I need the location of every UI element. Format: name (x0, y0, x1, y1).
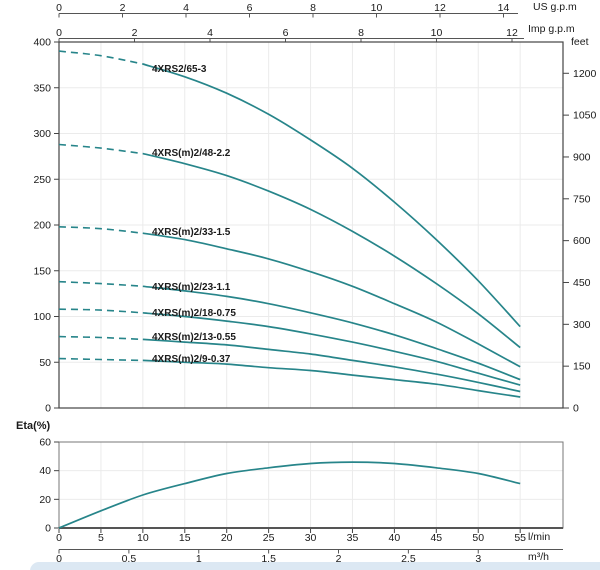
feet-right-tick-label: 300 (573, 319, 591, 331)
imp-gpm-tick-label: 6 (283, 27, 289, 39)
head-curve-label-5: 4XRS(m)2/13-0.55 (152, 332, 236, 343)
imp-gpm-tick-label: 0 (56, 27, 62, 39)
head-left-tick-label: 400 (33, 37, 51, 49)
eta-axis-title: Eta(%) (16, 420, 51, 432)
eta-left-tick-label: 20 (39, 494, 51, 506)
lmin-tick-label: 5 (98, 532, 104, 544)
eta-left-tick-label: 0 (45, 523, 51, 535)
imp-gpm-tick-label: 4 (207, 27, 213, 39)
head-curve-label-1: 4XRS(m)2/48-2.2 (152, 148, 231, 159)
head-curve-label-2: 4XRS(m)2/33-1.5 (152, 227, 231, 238)
head-curve-dashed-6 (58, 357, 143, 362)
head-curve-label-3: 4XRS(m)2/23-1.1 (152, 282, 231, 293)
m3h-axis-label: m³/h (528, 551, 549, 563)
feet-axis-label: feet (571, 36, 589, 48)
head-curve-3 (142, 285, 521, 381)
lmin-tick-label: 40 (389, 532, 401, 544)
us-gpm-tick-label: 14 (498, 2, 510, 14)
feet-right-tick-label: 0 (573, 403, 579, 415)
us-gpm-tick-label: 2 (120, 2, 126, 14)
head-curve-2 (142, 232, 521, 368)
us-gpm-tick-label: 12 (434, 2, 446, 14)
feet-right-tick-label: 450 (573, 277, 591, 289)
lmin-tick-label: 50 (472, 532, 484, 544)
imp-gpm-tick-label: 2 (132, 27, 138, 39)
us-gpm-tick-label: 0 (56, 2, 62, 14)
us-gpm-tick-label: 10 (371, 2, 383, 14)
head-left-tick-label: 150 (33, 265, 51, 277)
head-curve-5 (142, 338, 521, 393)
head-curve-dashed-3 (58, 280, 143, 288)
lmin-tick-label: 55 (514, 532, 526, 544)
head-left-tick-label: 250 (33, 174, 51, 186)
head-left-tick-label: 0 (45, 403, 51, 415)
head-curve-label-4: 4XRS(m)2/18-0.75 (152, 308, 236, 319)
us-gpm-tick-label: 8 (310, 2, 316, 14)
feet-right-tick-label: 1200 (573, 68, 597, 80)
head-curve-label-6: 4XRS(m)2/9-0.37 (152, 354, 231, 365)
head-curve-dashed-4 (58, 308, 143, 314)
eta-left-tick-label: 40 (39, 465, 51, 477)
bottom-decor-strip (30, 562, 600, 570)
lmin-tick-label: 10 (137, 532, 149, 544)
head-left-tick-label: 200 (33, 220, 51, 232)
m3h-tick-label: 0 (56, 553, 62, 565)
feet-right-tick-label: 900 (573, 151, 591, 163)
imp-gpm-tick-label: 10 (431, 27, 443, 39)
head-left-tick-label: 350 (33, 82, 51, 94)
lmin-tick-label: 25 (263, 532, 275, 544)
us-gpm-tick-label: 4 (183, 2, 189, 14)
imp-gpm-tick-label: 12 (506, 27, 518, 39)
head-curve-label-0: 4XRS2/65-3 (152, 64, 207, 75)
imp-gpm-axis-label: Imp g.p.m (528, 23, 575, 35)
head-curve-1 (142, 152, 521, 349)
eta-curve (58, 461, 521, 529)
lmin-tick-label: 45 (430, 532, 442, 544)
lmin-tick-label: 15 (179, 532, 191, 544)
head-curve-dashed-1 (58, 143, 143, 155)
head-curve-6 (142, 359, 521, 398)
m3h-tick-label: 2 (336, 553, 342, 565)
eta-left-tick-label: 60 (39, 437, 51, 449)
lmin-tick-label: 30 (305, 532, 317, 544)
lmin-tick-label: 0 (56, 532, 62, 544)
lmin-tick-label: 35 (347, 532, 359, 544)
head-curve-0 (142, 63, 521, 328)
us-gpm-axis-label: US g.p.m (533, 1, 577, 13)
feet-right-tick-label: 600 (573, 235, 591, 247)
imp-gpm-tick-label: 8 (358, 27, 364, 39)
head-left-tick-label: 300 (33, 128, 51, 140)
head-curve-dashed-5 (58, 335, 143, 341)
head-curve-dashed-2 (58, 226, 143, 234)
head-curve-dashed-0 (58, 50, 143, 65)
lmin-tick-label: 20 (221, 532, 233, 544)
head-left-tick-label: 50 (39, 357, 51, 369)
us-gpm-tick-label: 6 (247, 2, 253, 14)
head-curve-4 (142, 311, 521, 386)
feet-right-tick-label: 1050 (573, 110, 597, 122)
head-left-tick-label: 100 (33, 311, 51, 323)
feet-right-tick-label: 750 (573, 193, 591, 205)
m3h-tick-label: 1 (196, 553, 202, 565)
feet-right-tick-label: 150 (573, 361, 591, 373)
lmin-axis-label: l/min (528, 531, 551, 543)
m3h-tick-label: 3 (475, 553, 481, 565)
